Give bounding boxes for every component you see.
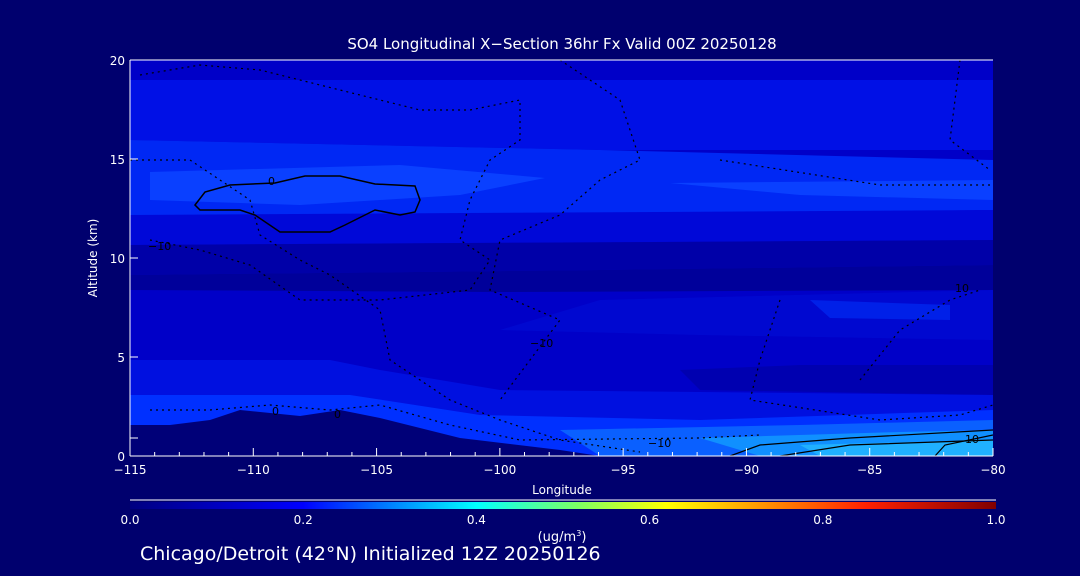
contour-labels: 0 −10 0 0 −10 10 −10 10 (148, 175, 979, 450)
contour-label: 10 (955, 282, 969, 295)
band-patch-east (810, 300, 950, 320)
y-tick-label: 0 (117, 450, 125, 464)
filled-contours (130, 60, 993, 456)
band-surface-low (130, 410, 600, 456)
contour-label: 0 (334, 408, 341, 421)
contour-label: 10 (965, 433, 979, 446)
colorbar-tick-label: 0.4 (467, 513, 486, 527)
x-tick-label: −100 (483, 463, 516, 477)
x-tick-label: −80 (980, 463, 1005, 477)
x-tick-label: −95 (610, 463, 635, 477)
y-tick-label: 20 (110, 54, 125, 68)
contour-solid-surface-1 (729, 429, 993, 456)
colorbar-tick-label: 1.0 (986, 513, 1005, 527)
chart-title: SO4 Longitudinal X−Section 36hr Fx Valid… (347, 35, 777, 53)
x-tick-label: −90 (734, 463, 759, 477)
band-bright-patch-west (150, 165, 545, 205)
band-dark-lower (680, 365, 993, 395)
x-tick-label: −105 (360, 463, 393, 477)
colorbar-gradient (130, 502, 996, 509)
band-dark (130, 240, 993, 275)
x-axis-label: Longitude (532, 483, 592, 497)
colorbar-tick-label: 0.6 (640, 513, 659, 527)
band-darkest (130, 265, 993, 292)
colorbar: 0.0 0.2 0.4 0.6 0.8 1.0 (ug/m3) (120, 499, 1006, 545)
contour-label: −10 (148, 240, 171, 253)
contour-dotted-3 (130, 159, 641, 453)
contour-label: 0 (268, 175, 275, 188)
band-bright-patch-east (670, 180, 993, 200)
contour-solid-0 (194, 175, 421, 233)
y-tick-label: 10 (110, 252, 125, 266)
y-axis-label: Altitude (km) (86, 219, 100, 298)
contour-solid-surface-3 (934, 434, 993, 456)
y-tick-label: 15 (110, 153, 125, 167)
contour-label: −10 (530, 337, 553, 350)
colorbar-tick-label: 0.2 (294, 513, 313, 527)
band-upper (130, 80, 993, 150)
band-mid (130, 210, 993, 245)
colorbar-tick-label: 0.0 (120, 513, 139, 527)
y-tick-label: 5 (117, 351, 125, 365)
band-surface-max (800, 440, 993, 456)
x-tick-label: −115 (114, 463, 147, 477)
contour-label: 0 (272, 405, 279, 418)
footer-caption: Chicago/Detroit (42°N) Initialized 12Z 2… (140, 543, 601, 565)
contour-lines (130, 60, 993, 456)
colorbar-tick-label: 0.8 (813, 513, 832, 527)
contour-solid-surface-2 (779, 439, 993, 456)
x-tick-label: −85 (857, 463, 882, 477)
contour-label: −10 (648, 437, 671, 450)
x-tick-label: −110 (237, 463, 270, 477)
colorbar-unit-label: (ug/m3) (538, 529, 587, 545)
contour-dotted-2 (489, 60, 641, 401)
